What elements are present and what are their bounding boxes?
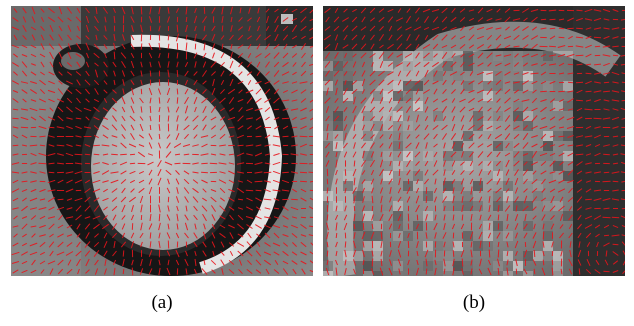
motion-vector-field-a [11, 6, 313, 276]
figure-panel-b [323, 6, 625, 276]
mri-image-a [11, 6, 313, 276]
motion-vector-field-b [323, 7, 625, 276]
panel-a-caption: (a) [151, 292, 173, 313]
panel-b-caption: (b) [462, 292, 486, 313]
figure-panel-a [11, 6, 313, 276]
mri-image-b [323, 6, 625, 276]
